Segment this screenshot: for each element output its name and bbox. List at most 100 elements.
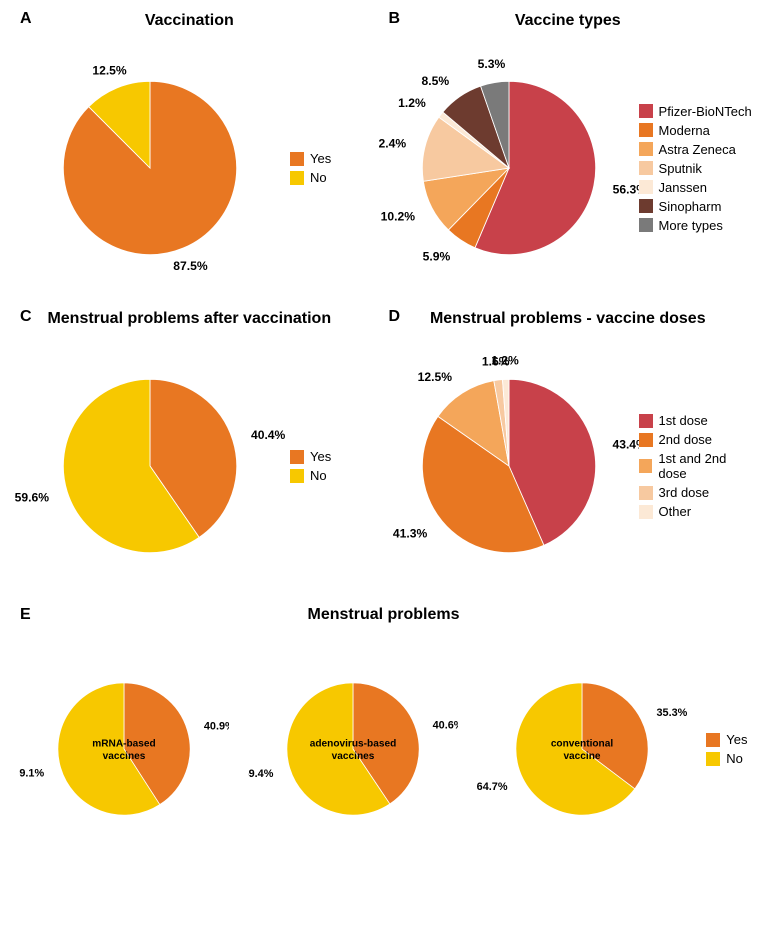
slice-label: 5.3% bbox=[477, 57, 505, 71]
slice-label: 12.4% bbox=[379, 137, 406, 151]
legend-swatch bbox=[639, 199, 653, 213]
slice-label: 12.5% bbox=[92, 64, 127, 78]
pie-center-label: vaccines bbox=[332, 751, 375, 762]
legend-swatch bbox=[290, 171, 304, 185]
panel-title-b: Vaccine types bbox=[379, 12, 757, 30]
legend-label: Yes bbox=[726, 732, 747, 747]
pie-e-2: 35.3%64.7%conventionalvaccine bbox=[477, 634, 687, 864]
slice-label: 40.4% bbox=[251, 428, 286, 442]
panel-title-c: Menstrual problems after vaccination bbox=[10, 310, 369, 328]
legend-swatch bbox=[639, 161, 653, 175]
legend-item: 3rd dose bbox=[639, 485, 757, 500]
slice-label: 12.5% bbox=[417, 370, 452, 384]
legend-item: Janssen bbox=[639, 180, 752, 195]
legend-item: Other bbox=[639, 504, 757, 519]
legend-label: Moderna bbox=[659, 123, 710, 138]
legend-e: Yes No bbox=[706, 732, 747, 766]
legend-swatch bbox=[639, 505, 653, 519]
legend-item: More types bbox=[639, 218, 752, 233]
panel-e: E Menstrual problems 40.9%59.1%mRNA-base… bbox=[10, 606, 757, 864]
legend-label: Sinopharm bbox=[659, 199, 722, 214]
legend-b: Pfizer-BioNTech Moderna Astra Zeneca Sputni… bbox=[639, 104, 752, 233]
pie-center-label: vaccine bbox=[564, 751, 601, 762]
slice-label: 41.3% bbox=[392, 526, 427, 540]
legend-item: 2nd dose bbox=[639, 432, 757, 447]
legend-a: Yes No bbox=[290, 151, 331, 185]
legend-label: Yes bbox=[310, 449, 331, 464]
pie-center-label: conventional bbox=[551, 739, 614, 750]
legend-swatch bbox=[290, 469, 304, 483]
legend-swatch bbox=[639, 433, 653, 447]
legend-item: Yes bbox=[290, 151, 331, 166]
panel-b: B Vaccine types 56.3% 5.9% 10.2% 12.4% 1.2% 8… bbox=[379, 10, 757, 298]
legend-swatch bbox=[290, 152, 304, 166]
legend-item: Yes bbox=[706, 732, 747, 747]
legend-label: 1st and 2nd dose bbox=[658, 451, 757, 481]
panel-title-d: Menstrual problems - vaccine doses bbox=[379, 310, 757, 328]
pie-a: 87.5% 12.5% bbox=[10, 38, 290, 298]
panel-letter-a: A bbox=[20, 10, 32, 28]
legend-swatch bbox=[290, 450, 304, 464]
legend-label: Janssen bbox=[659, 180, 707, 195]
legend-item: 1st and 2nd dose bbox=[639, 451, 757, 481]
legend-item: Pfizer-BioNTech bbox=[639, 104, 752, 119]
slice-label: 56.3% bbox=[612, 182, 638, 196]
slice-label: 59.4% bbox=[248, 768, 274, 780]
slice-label: 40.9% bbox=[204, 720, 229, 732]
panel-letter-d: D bbox=[389, 308, 401, 326]
slice-label: 8.5% bbox=[421, 74, 449, 88]
pie-e-1: 40.6% 59.4% adenovirus-basedvaccines bbox=[248, 634, 458, 864]
legend-swatch bbox=[706, 752, 720, 766]
pie-b: 56.3% 5.9% 10.2% 12.4% 1.2% 8.5% 5.3% bbox=[379, 38, 639, 298]
legend-label: No bbox=[726, 751, 743, 766]
legend-item: Yes bbox=[290, 449, 331, 464]
legend-label: No bbox=[310, 468, 327, 483]
slice-label: 10.2% bbox=[380, 210, 415, 224]
legend-swatch bbox=[706, 733, 720, 747]
slice-label: 1.2% bbox=[398, 96, 426, 110]
slice-label: 59.1% bbox=[19, 767, 44, 779]
slice-label: 35.3% bbox=[657, 707, 687, 719]
legend-swatch bbox=[639, 486, 653, 500]
pie-c: 40.4% 59.6% bbox=[10, 336, 290, 596]
legend-label: Other bbox=[659, 504, 692, 519]
pie-e-0: 40.9% 59.1% mRNA-basedvaccines bbox=[19, 634, 229, 864]
panel-letter-c: C bbox=[20, 308, 32, 326]
slice-label: 43.4% bbox=[612, 438, 639, 452]
panel-a: A Vaccination 87.5% 12.5% Yes No bbox=[10, 10, 369, 298]
legend-swatch bbox=[639, 218, 653, 232]
slice-label: 5.9% bbox=[422, 249, 450, 263]
panel-title-e: Menstrual problems bbox=[10, 606, 757, 624]
panel-letter-b: B bbox=[389, 10, 401, 28]
legend-item: No bbox=[290, 468, 331, 483]
pie-center-label: mRNA-based bbox=[93, 739, 156, 750]
legend-item: Sputnik bbox=[639, 161, 752, 176]
legend-item: Sinopharm bbox=[639, 199, 752, 214]
legend-c: Yes No bbox=[290, 449, 331, 483]
legend-item: 1st dose bbox=[639, 413, 757, 428]
legend-label: Yes bbox=[310, 151, 331, 166]
panel-d: D Menstrual problems - vaccine doses 43.… bbox=[379, 308, 757, 596]
legend-swatch bbox=[639, 414, 653, 428]
panel-title-a: Vaccination bbox=[10, 12, 369, 30]
legend-label: Pfizer-BioNTech bbox=[659, 104, 752, 119]
legend-swatch bbox=[639, 142, 653, 156]
slice-label: 87.5% bbox=[173, 259, 208, 273]
slice-label: 40.6% bbox=[433, 720, 458, 732]
slice-label: 59.6% bbox=[15, 491, 50, 505]
legend-label: Sputnik bbox=[659, 161, 702, 176]
legend-item: No bbox=[290, 170, 331, 185]
legend-item: Astra Zeneca bbox=[639, 142, 752, 157]
legend-item: No bbox=[706, 751, 747, 766]
panel-c: C Menstrual problems after vaccination 4… bbox=[10, 308, 369, 596]
legend-label: Astra Zeneca bbox=[659, 142, 736, 157]
pie-center-label: adenovirus-based bbox=[310, 739, 397, 750]
legend-swatch bbox=[639, 459, 653, 473]
legend-item: Moderna bbox=[639, 123, 752, 138]
legend-label: 1st dose bbox=[659, 413, 708, 428]
pie-center-label: vaccines bbox=[103, 751, 146, 762]
legend-label: 2nd dose bbox=[659, 432, 713, 447]
legend-d: 1st dose 2nd dose 1st and 2nd dose 3rd dose… bbox=[639, 413, 757, 519]
legend-swatch bbox=[639, 180, 653, 194]
legend-label: 3rd dose bbox=[659, 485, 710, 500]
